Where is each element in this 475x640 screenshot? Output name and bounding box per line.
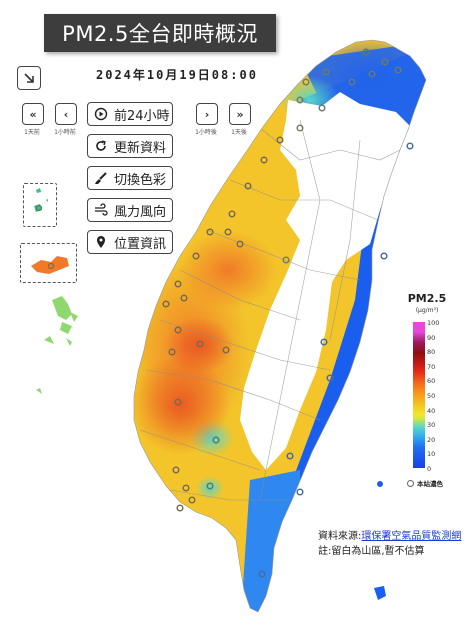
kinmen-inset[interactable]: [20, 243, 77, 283]
legend-tick: 0: [427, 465, 432, 473]
forward-day-button[interactable]: »: [229, 103, 251, 125]
location-button[interactable]: 位置資訊: [87, 230, 173, 254]
legend-tick: 80: [427, 348, 436, 357]
switch-color-label: 切換色彩: [114, 172, 167, 188]
legend-tick: 60: [427, 377, 436, 386]
source-link[interactable]: 環保署空氣品質監測網: [361, 531, 462, 542]
wind-icon: [95, 203, 108, 216]
page-title: PM2.5全台即時概況: [44, 14, 276, 52]
legend-tick: 40: [427, 406, 436, 415]
legend-station-label: 本站濃色: [417, 480, 443, 488]
legend-unit: (μg/m³): [415, 307, 439, 314]
refresh-button[interactable]: 更新資料: [87, 134, 173, 158]
back-day-label: 1天前: [24, 129, 40, 136]
matsu-inset[interactable]: [23, 183, 57, 227]
arrow-diagonal-icon: [24, 73, 34, 83]
kinmen-map: [31, 256, 69, 274]
mountain-note: 註:留白為山區,暫不估算: [318, 546, 425, 557]
station-ring-icon: [407, 479, 414, 487]
wind-button[interactable]: 風力風向: [87, 198, 173, 222]
legend-tick: 20: [427, 435, 436, 444]
source-prefix: 資料來源:: [318, 531, 362, 542]
back-hour-label: 1小時前: [54, 129, 76, 136]
back-day-button[interactable]: «: [22, 103, 44, 125]
toggle-panel-button[interactable]: [17, 66, 41, 90]
legend-tick: 50: [427, 392, 436, 400]
green-island: [377, 481, 383, 487]
switch-color-button[interactable]: 切換色彩: [87, 166, 173, 190]
brush-icon: [95, 172, 107, 184]
location-pin-icon: [97, 236, 105, 248]
matsu-map: [34, 188, 48, 212]
legend-tick: 90: [427, 333, 436, 342]
pm25-legend: PM2.5 (μg/m³) 100 90 80 70 60 50 40 30 2…: [403, 290, 451, 490]
orchid-island: [374, 586, 386, 600]
data-timestamp: 2024年10月19日08:00: [96, 68, 258, 82]
legend-tick: 70: [427, 362, 436, 371]
forward-day-label: 1天後: [231, 129, 247, 136]
penghu-islands: [36, 296, 78, 394]
forward-hour-button[interactable]: ›: [196, 103, 218, 125]
wind-label: 風力風向: [114, 204, 167, 220]
forward-hour-label: 1小時後: [195, 129, 217, 136]
play-24h-label: 前24小時: [114, 108, 170, 124]
legend-color-bar: [413, 322, 425, 468]
refresh-label: 更新資料: [114, 140, 167, 156]
legend-tick: 30: [427, 421, 436, 430]
location-label: 位置資訊: [114, 236, 167, 252]
refresh-icon: [96, 140, 106, 151]
monitoring-stations[interactable]: [162, 48, 414, 578]
legend-station-note: 本站濃色: [407, 478, 443, 488]
legend-tick: 10: [427, 450, 436, 459]
data-source: 資料來源:環保署空氣品質監測網 註:留白為山區,暫不估算: [318, 529, 461, 559]
back-hour-button[interactable]: ‹: [55, 103, 77, 125]
play-24h-button[interactable]: 前24小時: [87, 102, 173, 126]
legend-tick: 100: [427, 319, 440, 327]
legend-title: PM2.5: [407, 292, 447, 305]
play-circle-icon: [94, 107, 108, 121]
